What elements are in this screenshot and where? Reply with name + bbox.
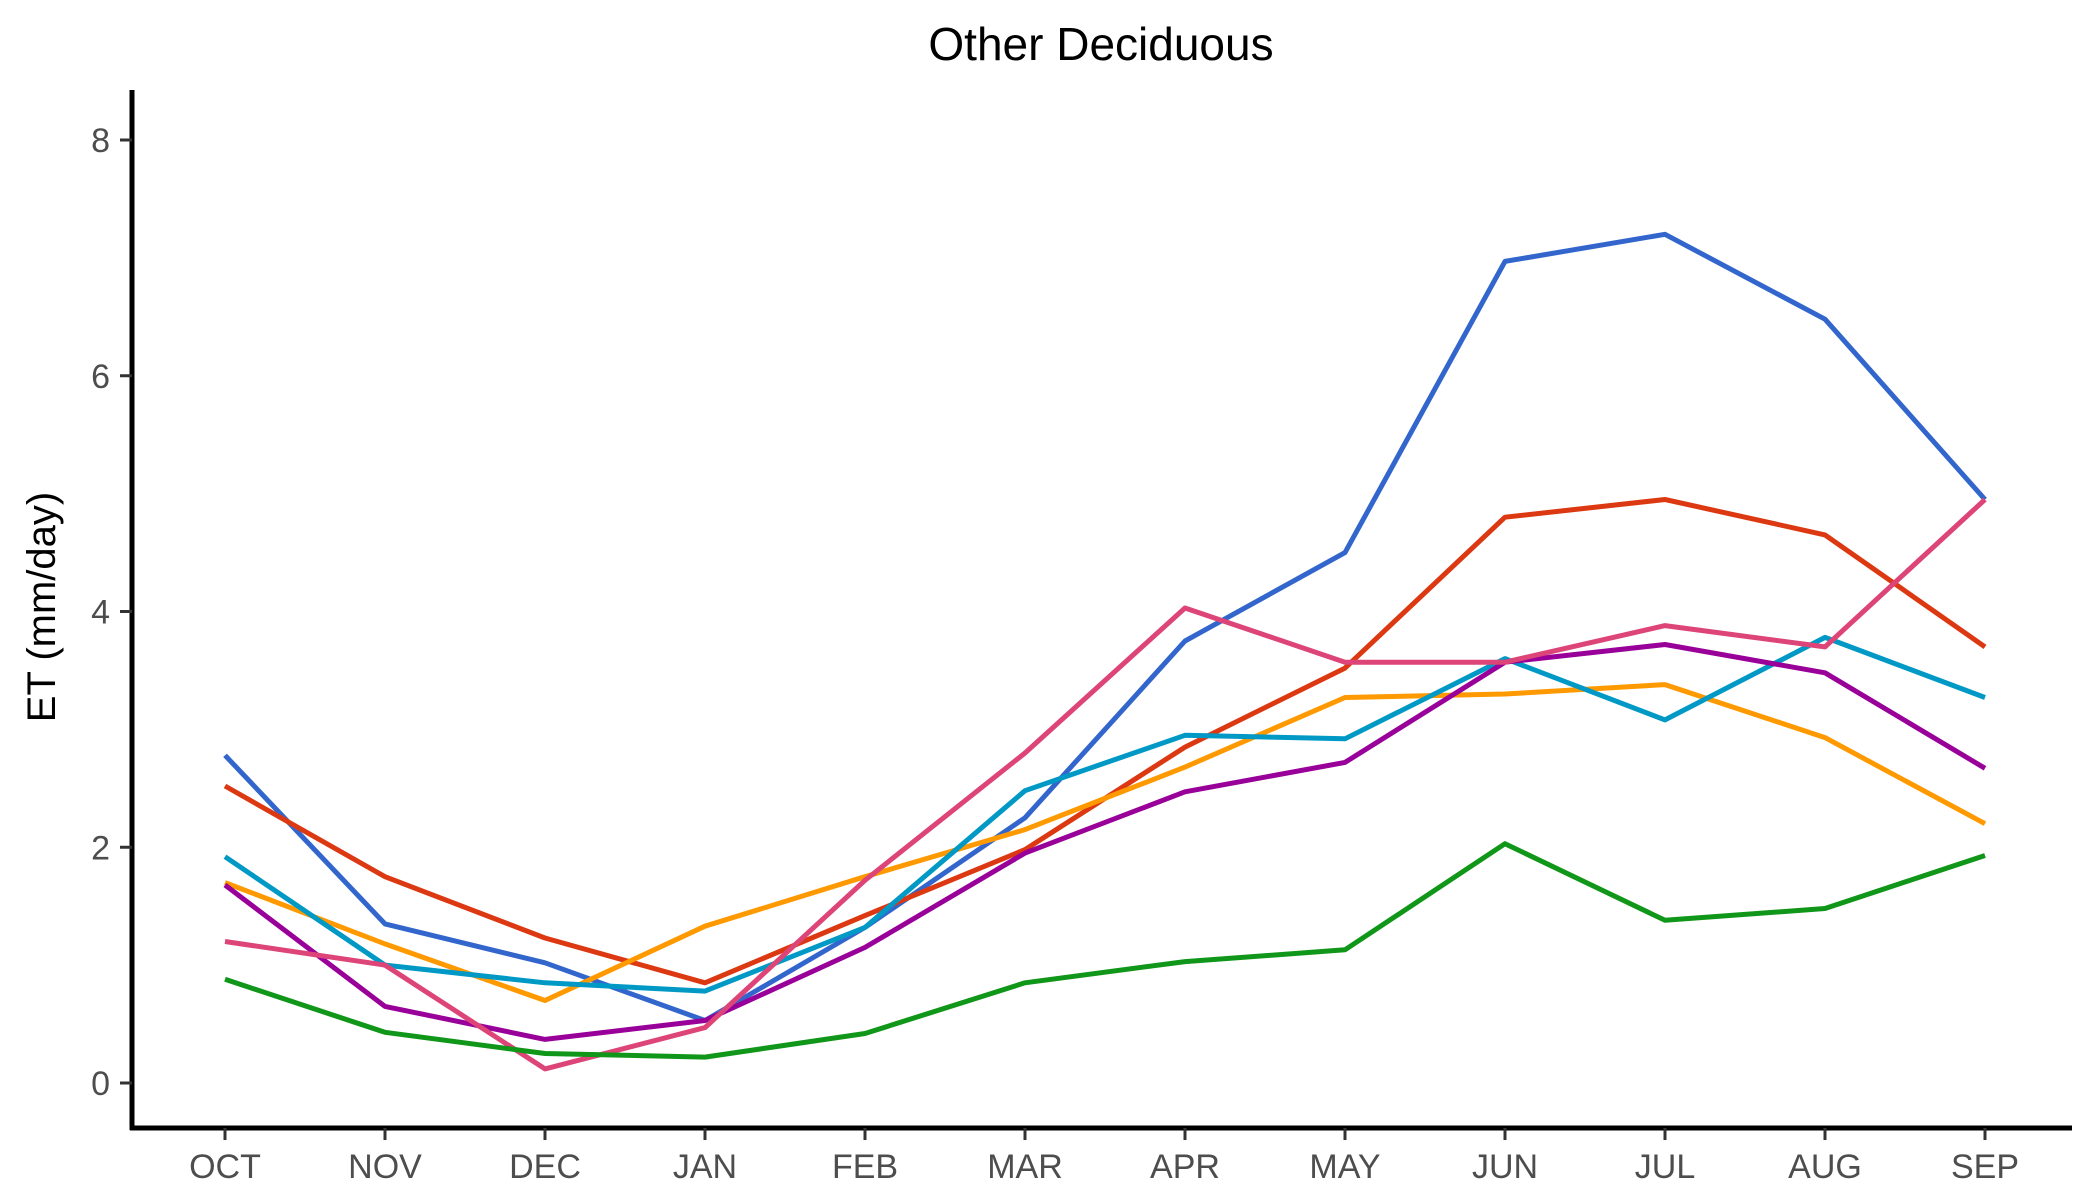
x-tick-label: DEC	[509, 1148, 581, 1186]
series-line-3	[224, 682, 1987, 1003]
series-line-7	[224, 841, 1986, 1060]
series-group	[223, 231, 1987, 1072]
y-tick-label: 8	[91, 122, 110, 160]
x-tick-label: JAN	[673, 1148, 737, 1186]
x-tick-label: OCT	[189, 1148, 261, 1186]
series-line-1	[223, 231, 1987, 1023]
x-tick-label: NOV	[348, 1148, 422, 1186]
x-tick-label: MAR	[987, 1148, 1063, 1186]
x-tick-label: FEB	[832, 1148, 898, 1186]
x-tick-label: SEP	[1951, 1148, 2019, 1186]
y-tick-label: 0	[91, 1065, 110, 1103]
series-line-6	[224, 497, 1987, 1072]
y-tick-label: 4	[91, 594, 110, 632]
y-axis-label: ET (mm/day)	[20, 492, 64, 722]
x-tick-label: JUN	[1472, 1148, 1538, 1186]
series-line-4	[223, 634, 1986, 994]
x-tick-label: JUL	[1635, 1148, 1695, 1186]
series-line-5	[223, 642, 1987, 1042]
x-tick-label: MAY	[1309, 1148, 1380, 1186]
chart-title: Other Deciduous	[928, 18, 1273, 70]
x-tick-label: APR	[1150, 1148, 1220, 1186]
y-tick-label: 2	[91, 829, 110, 867]
ticks-group: 0 2 4 6 8 OCT NOV DEC JAN FEB MAR APR MAY JUN JUL AUG SE…	[91, 122, 2019, 1186]
series-line-2	[223, 497, 1987, 986]
x-tick-label: AUG	[1788, 1148, 1862, 1186]
y-tick-label: 6	[91, 358, 110, 396]
